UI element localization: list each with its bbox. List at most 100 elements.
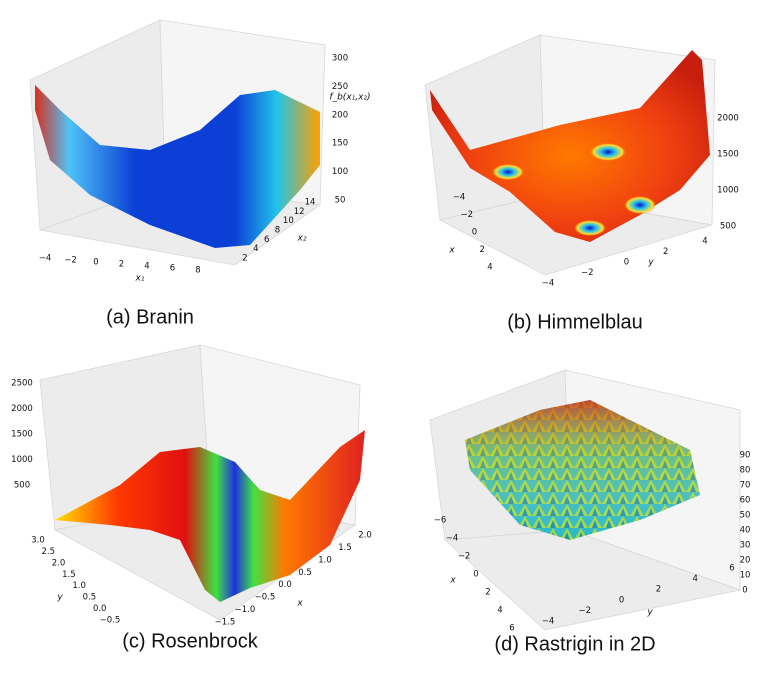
tick-label: 3.0 [31,536,45,546]
panel-c [39,344,365,621]
minimum [590,143,626,161]
tick-label: 2500 [11,379,33,389]
tick-label: 6 [170,264,175,274]
tick-label: 2000 [11,404,33,414]
axis-label: x₂ [297,234,307,244]
tick-label: 0.5 [83,593,97,603]
axis-label: x [449,576,456,586]
tick-label: 500 [720,222,736,232]
surface-shade [465,400,700,540]
tick-label: 300 [332,54,348,64]
surface [55,430,365,602]
tick-label: 8 [195,266,200,276]
caption: (a) Branin [106,306,194,328]
tick-label: 200 [332,110,348,120]
tick-label: 2 [485,588,490,598]
tick-label: −2 [64,256,77,266]
tick-label: 1000 [717,186,739,196]
tick-label: 150 [332,139,348,149]
axis-label: x [296,599,303,609]
tick-label: 2 [480,245,485,255]
tick-label: 0 [472,228,477,238]
panel-d [429,369,742,631]
tick-label: 250 [332,82,348,92]
tick-label: 2 [663,247,668,257]
tick-label: 4 [253,244,258,254]
tick-label: 1.5 [62,570,76,580]
tick-label: 4 [497,606,502,616]
tick-label: 2.0 [358,531,372,541]
tick-label: −2 [581,268,594,278]
tick-label: 6 [729,564,734,574]
tick-label: −2 [458,552,471,562]
tick-label: 1000 [11,455,33,465]
tick-label: 30 [740,541,751,551]
tick-label: 4 [692,574,697,584]
axis-label: y [646,608,653,618]
tick-label: 40 [740,526,751,536]
tick-label: 1.0 [318,555,332,565]
axis-label: x [448,246,455,256]
axis-label: x₁ [135,274,145,284]
tick-label: 6 [509,624,514,634]
axis-label: y [647,258,654,268]
tick-label: 10 [283,216,294,226]
tick-label: 2000 [717,114,739,124]
tick-label: −2 [460,210,473,220]
tick-label: 0 [742,586,747,596]
tick-label: 0 [624,258,629,268]
tick-label: 2 [656,585,661,595]
tick-label: 4 [702,237,707,247]
tick-label: 50 [335,196,346,206]
tick-label: 0 [473,570,478,580]
tick-label: 0.0 [278,580,292,590]
minimum [574,220,606,236]
tick-label: −6 [434,516,447,526]
tick-label: −4 [39,254,52,264]
tick-label: −4 [542,617,555,627]
axis-label: y [56,593,63,603]
tick-label: 1500 [717,150,739,160]
axis-label: f_b(x₁,x₂) [329,93,370,103]
panel-b [424,34,716,276]
tick-label: 50 [740,511,751,521]
tick-label: 60 [740,496,751,506]
caption: (c) Rosenbrock [122,630,259,652]
tick-label: −4 [542,279,555,289]
tick-label: −2 [579,606,592,616]
tick-label: 10 [740,571,751,581]
tick-label: 2 [119,260,124,270]
tick-label: −0.5 [100,616,121,626]
tick-label: 500 [14,481,30,491]
caption: (d) Rastrigin in 2D [494,633,655,655]
surface [430,50,710,242]
tick-label: −4 [446,534,459,544]
tick-label: 100 [332,167,348,177]
surface [35,85,320,248]
tick-label: 1.5 [338,543,352,553]
tick-label: 0 [619,595,624,605]
tick-label: 14 [305,198,316,208]
minimum [492,164,524,180]
caption: (b) Himmelblau [507,311,643,333]
tick-label: 1500 [11,430,33,440]
tick-label: 0.5 [298,568,312,578]
minimum [624,196,656,214]
tick-label: 0.0 [93,604,107,614]
tick-label: 6 [264,235,269,245]
tick-label: 0 [93,258,98,268]
tick-label: 4 [144,262,149,272]
tick-label: 90 [740,451,751,461]
panel-a [29,19,326,266]
tick-label: 12 [294,207,305,217]
tick-label: 20 [740,556,751,566]
pane [444,529,742,631]
tick-label: 2 [242,254,247,264]
tick-label: 80 [740,466,751,476]
tick-label: −1.5 [215,618,236,628]
tick-label: −1.0 [235,605,256,615]
tick-label: −0.5 [255,593,276,603]
tick-label: 70 [740,481,751,491]
tick-label: 4 [487,263,492,273]
